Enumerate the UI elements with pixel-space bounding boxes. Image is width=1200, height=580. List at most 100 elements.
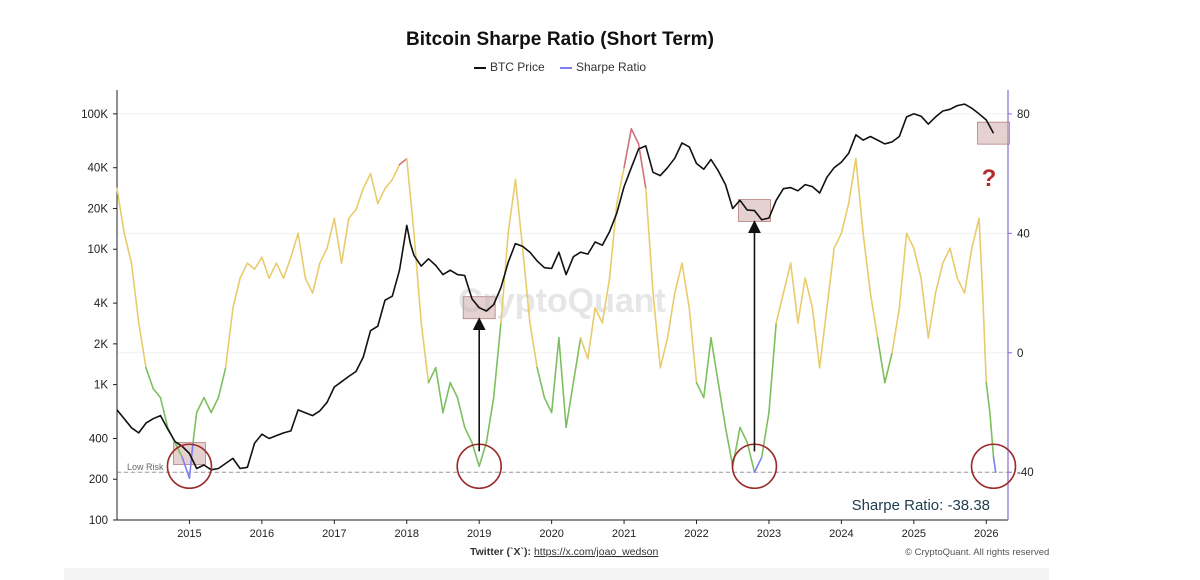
sharpe-ratio-segment <box>116 187 126 235</box>
sharpe-ratio-segment <box>797 277 806 324</box>
sharpe-ratio-segment <box>297 232 307 279</box>
sharpe-ratio-segment <box>565 381 575 429</box>
x-tick-label: 2017 <box>322 528 346 540</box>
x-tick-label: 2018 <box>395 528 419 540</box>
sharpe-ratio-segment <box>826 247 835 309</box>
sharpe-ratio-segment <box>782 262 792 294</box>
sharpe-ratio-segment <box>558 337 567 429</box>
question-mark-annotation: ? <box>982 165 997 192</box>
sharpe-ratio-segment <box>290 232 299 259</box>
sharpe-ratio-segment <box>159 396 169 429</box>
sharpe-ratio-segment <box>376 187 386 205</box>
sharpe-ratio-segment <box>666 292 676 339</box>
sharpe-ratio-segment <box>456 396 466 429</box>
sharpe-ratio-segment <box>253 256 263 270</box>
sharpe-ratio-segment <box>384 178 394 190</box>
sharpe-ratio-segment <box>970 217 980 250</box>
sharpe-ratio-segment <box>695 381 705 399</box>
footer-copyright: © CryptoQuant. All rights reserved <box>905 547 1050 558</box>
annotation-layer <box>166 220 1017 490</box>
x-tick-label: 2026 <box>974 528 998 540</box>
sharpe-ratio-segment <box>789 262 799 324</box>
sharpe-ratio-segment <box>963 247 973 294</box>
sharpe-ratio-segment <box>174 441 183 459</box>
grid-layer <box>117 113 1008 473</box>
sharpe-ratio-segment <box>188 441 194 479</box>
sharpe-ratio-segment <box>449 381 459 399</box>
watermark-text: CryptoQuant <box>458 282 666 320</box>
sharpe-ratio-segment <box>833 232 843 250</box>
sharpe-ratio-segment <box>818 307 828 369</box>
x-tick-label: 2016 <box>250 528 274 540</box>
sharpe-ratio-segment <box>348 208 357 220</box>
sharpe-ratio-segment <box>536 366 546 399</box>
sharpe-ratio-segment <box>724 426 734 468</box>
x-tick-label: 2019 <box>467 528 491 540</box>
sharpe-ratio-segment <box>710 337 720 384</box>
sharpe-ratio-segment <box>521 247 531 324</box>
sharpe-ratio-segment <box>311 262 321 294</box>
sharpe-ratio-segment <box>898 232 908 309</box>
low-risk-label: Low Risk <box>127 462 164 472</box>
sharpe-ratio-segment <box>485 396 495 444</box>
legend-label-sharpe-ratio: Sharpe Ratio <box>575 60 647 74</box>
sharpe-ratio-segment <box>145 366 155 390</box>
y-left-tick-label: 100K <box>81 109 108 121</box>
y-right-tick-label: 0 <box>1017 348 1023 360</box>
sharpe-ratio-segment <box>550 337 560 414</box>
sharpe-ratio-segment <box>579 337 589 360</box>
sharpe-ratio-segment <box>514 178 524 250</box>
legend-item-btc-price: BTC Price <box>473 60 545 74</box>
btc-price-series <box>116 103 995 471</box>
sharpe-ratio-segment <box>840 202 850 235</box>
sharpe-ratio-segment <box>659 337 669 369</box>
sharpe-ratio-segment <box>804 277 814 309</box>
btc-price-line <box>116 103 995 471</box>
sharpe-ratio-series <box>116 128 997 479</box>
y-left-tick-label: 400 <box>89 433 108 445</box>
sharpe-ratio-segment <box>989 411 995 459</box>
footer-twitter-link[interactable]: https://x.com/joao_wedson <box>533 546 659 558</box>
sharpe-ratio-segment <box>181 456 191 479</box>
sharpe-ratio-segment <box>420 322 430 384</box>
sharpe-ratio-segment <box>572 337 582 384</box>
chart-legend: BTC Price Sharpe Ratio <box>0 60 1120 74</box>
sharpe-ratio-segment <box>333 217 343 264</box>
sharpe-ratio-segment <box>492 322 502 399</box>
sharpe-ratio-segment <box>471 441 480 468</box>
low-risk-circle <box>970 443 1017 490</box>
sharpe-ratio-segment <box>673 262 683 294</box>
x-tick-label: 2015 <box>177 528 201 540</box>
legend-label-btc-price: BTC Price <box>489 60 545 74</box>
sharpe-ratio-segment <box>630 128 640 145</box>
x-tick-label: 2020 <box>539 528 563 540</box>
sharpe-ratio-segment <box>992 456 997 474</box>
sharpe-ratio-segment <box>319 247 328 264</box>
sharpe-ratio-segment <box>413 232 423 324</box>
sharpe-ratio-segment <box>942 247 951 264</box>
sharpe-ratio-segment <box>876 337 886 384</box>
y-left-tick-label: 40K <box>88 163 109 175</box>
sharpe-ratio-segment <box>304 277 314 294</box>
y-left-tick-label: 2K <box>94 339 108 351</box>
x-tick-label: 2024 <box>829 528 853 540</box>
sharpe-ratio-segment <box>500 232 509 324</box>
sharpe-ratio-segment <box>478 441 488 468</box>
sharpe-ratio-segment <box>753 456 763 474</box>
sharpe-ratio-segment <box>768 322 777 414</box>
sharpe-ratio-segment <box>985 381 991 414</box>
sharpe-ratio-segment <box>427 366 437 384</box>
y-right-tick-label: 40 <box>1017 228 1030 240</box>
sharpe-ratio-segment <box>739 426 749 444</box>
sharpe-ratio-segment <box>391 163 401 181</box>
sharpe-ratio-segment <box>210 396 220 414</box>
sharpe-ratio-segment <box>224 307 234 369</box>
sharpe-ratio-segment <box>130 262 140 324</box>
y-left-tick-label: 100 <box>89 515 108 527</box>
x-tick-label: 2021 <box>612 528 636 540</box>
sharpe-ratio-segment <box>398 157 408 166</box>
x-tick-label: 2023 <box>757 528 781 540</box>
sharpe-ratio-segment <box>123 232 133 264</box>
sharpe-ratio-segment <box>891 307 901 354</box>
